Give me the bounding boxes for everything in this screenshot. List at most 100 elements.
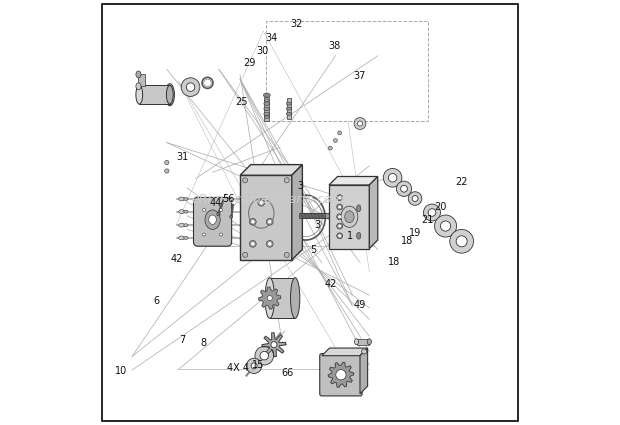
Bar: [138, 74, 145, 86]
Bar: [140, 85, 170, 104]
Ellipse shape: [251, 242, 254, 246]
Text: 10: 10: [115, 366, 128, 377]
Ellipse shape: [264, 107, 270, 110]
Ellipse shape: [355, 339, 359, 345]
FancyBboxPatch shape: [320, 354, 362, 396]
Ellipse shape: [435, 215, 456, 237]
Ellipse shape: [337, 214, 343, 220]
FancyBboxPatch shape: [240, 175, 292, 260]
Ellipse shape: [209, 215, 216, 224]
Text: 15: 15: [252, 360, 265, 370]
Ellipse shape: [217, 212, 220, 216]
Text: 37: 37: [354, 71, 366, 81]
Ellipse shape: [179, 210, 185, 213]
Ellipse shape: [136, 71, 141, 78]
Text: 8: 8: [200, 338, 206, 348]
Ellipse shape: [268, 242, 272, 246]
Ellipse shape: [338, 206, 341, 209]
Ellipse shape: [165, 84, 174, 106]
Text: 56: 56: [223, 194, 235, 204]
Ellipse shape: [338, 224, 341, 227]
Ellipse shape: [264, 112, 270, 116]
Text: 3: 3: [314, 220, 321, 230]
Ellipse shape: [265, 99, 269, 102]
Circle shape: [336, 370, 346, 380]
Ellipse shape: [242, 178, 248, 183]
Text: 31: 31: [176, 152, 188, 162]
Ellipse shape: [334, 139, 337, 142]
Ellipse shape: [205, 210, 220, 230]
Ellipse shape: [184, 198, 188, 201]
Ellipse shape: [341, 206, 358, 227]
Ellipse shape: [179, 236, 185, 240]
Ellipse shape: [358, 121, 363, 126]
Ellipse shape: [286, 112, 291, 115]
Ellipse shape: [286, 102, 291, 105]
Ellipse shape: [284, 252, 290, 258]
Ellipse shape: [267, 241, 273, 247]
Polygon shape: [259, 287, 281, 309]
Ellipse shape: [337, 195, 343, 201]
Ellipse shape: [367, 339, 371, 345]
Ellipse shape: [338, 131, 342, 135]
Text: 18: 18: [388, 258, 400, 267]
Polygon shape: [322, 348, 368, 356]
Ellipse shape: [267, 218, 273, 225]
Circle shape: [271, 342, 277, 348]
Ellipse shape: [251, 363, 257, 369]
Ellipse shape: [219, 233, 223, 236]
Ellipse shape: [186, 83, 195, 91]
Text: 29: 29: [244, 58, 256, 68]
Ellipse shape: [456, 236, 467, 247]
Ellipse shape: [354, 118, 366, 130]
Ellipse shape: [136, 85, 143, 104]
Ellipse shape: [409, 192, 422, 205]
Text: 21: 21: [422, 215, 434, 225]
Ellipse shape: [428, 209, 436, 216]
Ellipse shape: [450, 230, 474, 253]
Ellipse shape: [284, 178, 290, 183]
Ellipse shape: [401, 185, 407, 192]
Ellipse shape: [396, 181, 412, 196]
Text: 7: 7: [179, 334, 185, 345]
Bar: [299, 213, 325, 218]
Text: 3: 3: [298, 181, 304, 191]
Ellipse shape: [184, 236, 188, 239]
Ellipse shape: [291, 278, 300, 318]
Ellipse shape: [356, 205, 361, 212]
Bar: [270, 278, 295, 318]
Text: 49: 49: [354, 300, 366, 310]
Ellipse shape: [165, 160, 169, 164]
Ellipse shape: [247, 358, 262, 374]
Polygon shape: [360, 348, 368, 394]
Text: 18: 18: [401, 236, 413, 246]
Ellipse shape: [179, 197, 185, 201]
Text: 1: 1: [347, 231, 353, 241]
Ellipse shape: [203, 209, 206, 212]
Ellipse shape: [345, 211, 354, 223]
Polygon shape: [328, 362, 353, 387]
Text: 32: 32: [290, 19, 303, 29]
Text: 42: 42: [170, 254, 183, 264]
Ellipse shape: [136, 83, 141, 90]
Ellipse shape: [166, 85, 173, 104]
Text: 22: 22: [456, 177, 468, 187]
Ellipse shape: [268, 220, 272, 224]
Text: 34: 34: [265, 33, 277, 43]
Ellipse shape: [258, 199, 265, 206]
Ellipse shape: [242, 252, 248, 258]
Ellipse shape: [230, 215, 232, 218]
Ellipse shape: [265, 278, 275, 318]
Text: 19: 19: [409, 228, 421, 238]
Ellipse shape: [440, 221, 451, 231]
Ellipse shape: [184, 224, 188, 227]
Bar: [264, 97, 269, 121]
Ellipse shape: [338, 234, 341, 237]
Ellipse shape: [265, 116, 269, 119]
Text: 6: 6: [154, 297, 160, 306]
Text: 5: 5: [310, 245, 317, 255]
Ellipse shape: [267, 295, 272, 300]
Polygon shape: [329, 176, 378, 185]
Ellipse shape: [337, 204, 343, 210]
Text: 25: 25: [235, 96, 247, 107]
